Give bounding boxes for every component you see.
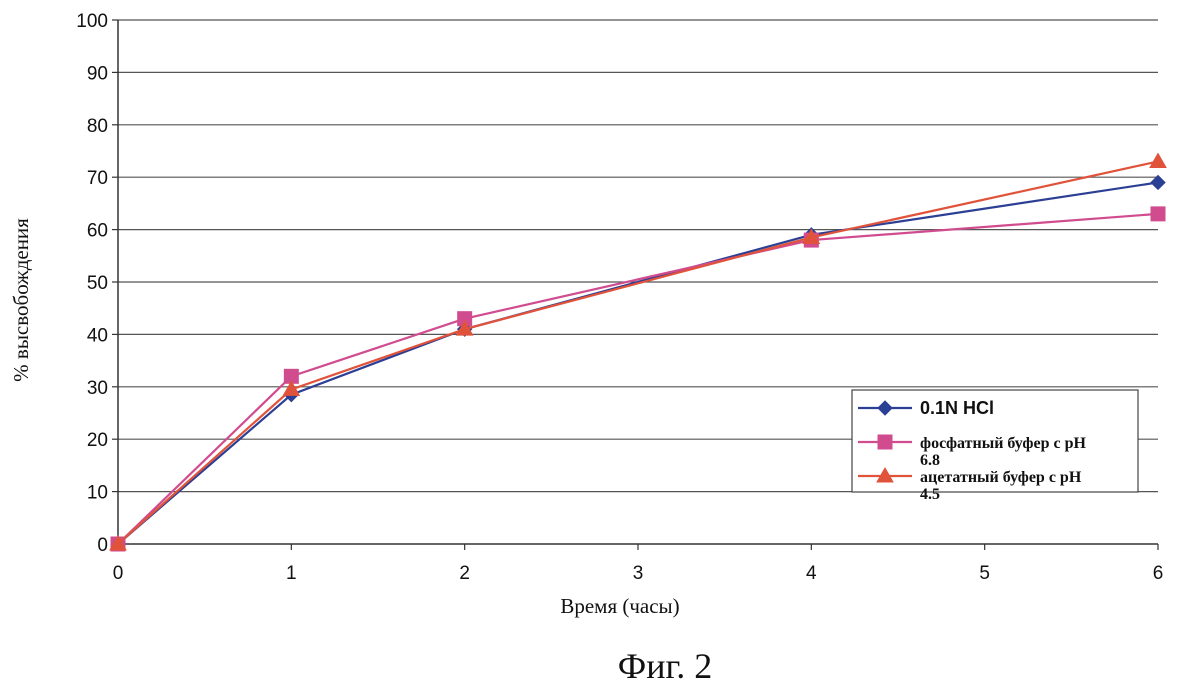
- data-point: [1150, 153, 1166, 167]
- y-tick-label: 90: [87, 63, 108, 84]
- tick-labels: 0 10 20 30 40 50 60 70 80 90 100 0 1 2 3 4 5 6: [76, 11, 1163, 584]
- y-tick-label: 40: [87, 325, 108, 346]
- y-tick-label: 100: [76, 11, 108, 32]
- x-tick-label: 2: [459, 563, 470, 584]
- y-tick-label: 20: [87, 430, 108, 451]
- data-point: [1151, 207, 1165, 221]
- y-tick-label: 50: [87, 273, 108, 294]
- x-tick-label: 5: [979, 563, 990, 584]
- y-tick-label: 80: [87, 116, 108, 137]
- x-tick-label: 6: [1153, 563, 1164, 584]
- series-0: [111, 175, 1165, 551]
- x-tick-label: 1: [286, 563, 297, 584]
- series-1: [111, 207, 1165, 551]
- legend: 0.1N HClфосфатный буфер с pH 6.8ацетатны…: [852, 390, 1138, 503]
- figure-caption: Фиг. 2: [618, 646, 712, 686]
- y-tick-label: 0: [97, 535, 108, 556]
- legend-label: 0.1N HCl: [920, 398, 994, 418]
- legend-marker: [878, 435, 892, 449]
- y-tick-label: 60: [87, 221, 108, 242]
- y-tick-label: 30: [87, 378, 108, 399]
- x-tick-label: 3: [633, 563, 644, 584]
- series-line: [118, 214, 1158, 544]
- y-axis-title: % высвобождения: [9, 218, 33, 382]
- y-tick-label: 10: [87, 483, 108, 504]
- x-tick-label: 4: [806, 563, 817, 584]
- x-tick-label: 0: [113, 563, 124, 584]
- y-tick-label: 70: [87, 168, 108, 189]
- x-axis-title: Время (часы): [560, 594, 679, 618]
